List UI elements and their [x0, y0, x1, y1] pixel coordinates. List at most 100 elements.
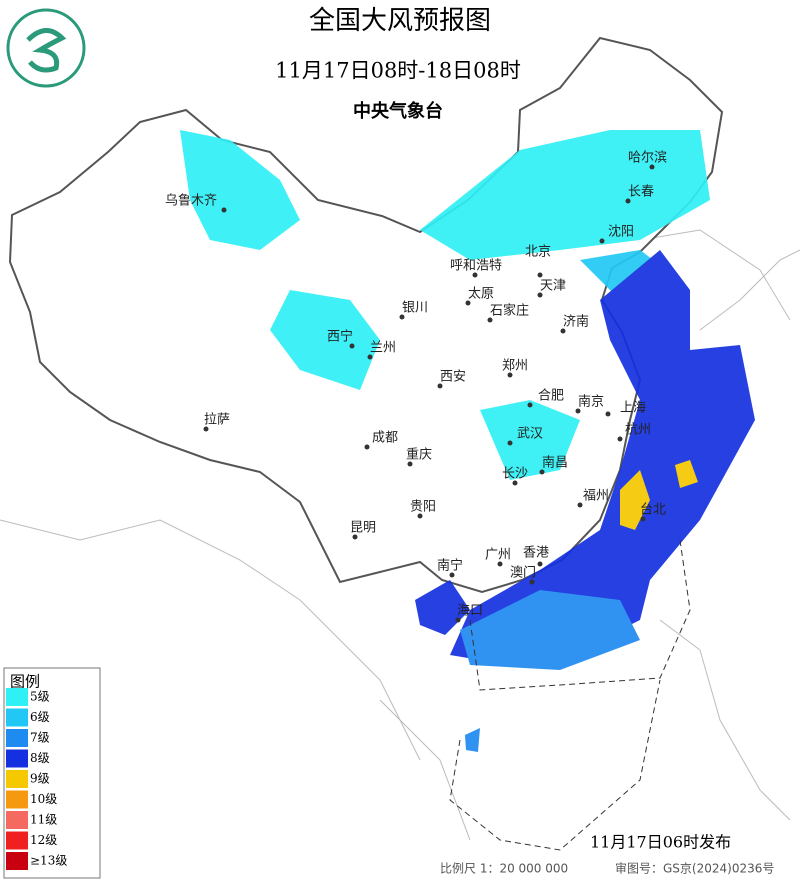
- city-label: 杭州: [625, 423, 651, 438]
- south-china-sea-border: [449, 539, 691, 851]
- city-dot: [367, 354, 373, 360]
- city-label: 香港: [523, 546, 549, 561]
- city-label: 台北: [640, 503, 666, 518]
- city-dot: [203, 426, 209, 432]
- city-dot: [497, 561, 503, 567]
- city-label: 澳门: [510, 565, 536, 581]
- city-label: 西宁: [327, 329, 353, 345]
- logo: [6, 8, 86, 88]
- legend-swatch: [6, 688, 28, 706]
- legend-label: 10级: [30, 792, 57, 806]
- legend-swatch: [6, 831, 28, 850]
- city-label: 昆明: [350, 521, 376, 536]
- legend-label: 11级: [30, 813, 57, 827]
- city-label: 广州: [485, 548, 511, 563]
- city-label: 贵阳: [410, 500, 436, 515]
- city-label: 南宁: [437, 558, 463, 574]
- city-dot: [577, 502, 583, 508]
- city-label: 沈阳: [608, 225, 634, 240]
- city-dot: [575, 408, 581, 414]
- city-dot: [537, 561, 543, 567]
- legend-swatch: [6, 811, 28, 829]
- city-label: 哈尔滨: [628, 150, 667, 166]
- city-label: 南昌: [542, 455, 568, 471]
- city-dot: [455, 617, 461, 623]
- city-label: 银川: [402, 301, 428, 316]
- city-label: 拉萨: [204, 413, 230, 428]
- city-label: 福州: [583, 489, 609, 504]
- legend-swatch: [6, 729, 28, 747]
- city-label: 北京: [525, 245, 551, 260]
- city-dot: [449, 572, 455, 578]
- city-dot: [221, 207, 227, 213]
- city-dot: [560, 328, 566, 334]
- issued: 11月17日06时发布: [590, 833, 731, 852]
- scale: 比例尺 1：20 000 000: [440, 862, 568, 876]
- city-label: 成都: [372, 431, 398, 446]
- legend-swatch: [6, 790, 28, 809]
- legend: 图例 5级 6级 7级 8级 9级 10级 11级 12级 ≥13级: [3, 667, 101, 879]
- city-dot: [537, 292, 543, 298]
- city-dot: [465, 300, 471, 306]
- city-dot: [537, 272, 543, 278]
- city-dot: [539, 469, 545, 475]
- legend-swatch: [6, 852, 28, 870]
- city-dot: [605, 411, 611, 417]
- legend-label: 9级: [30, 772, 50, 786]
- city-dot: [512, 480, 518, 486]
- city-label: 兰州: [370, 341, 396, 356]
- approval: 审图号：GS京(2024)0236号: [615, 861, 774, 876]
- city-label: 合肥: [538, 389, 564, 404]
- city-label: 济南: [563, 314, 589, 330]
- city-label: 长沙: [502, 467, 528, 482]
- city-dot: [640, 516, 646, 522]
- legend-swatch: [6, 749, 28, 768]
- city-label: 上海: [620, 401, 646, 416]
- legend-label: ≥13级: [30, 854, 67, 868]
- city-dot: [349, 343, 355, 349]
- legend-label: 7级: [30, 731, 50, 745]
- legend-label: 6级: [30, 710, 50, 724]
- legend-label: 5级: [30, 690, 50, 704]
- city-label: 武汉: [517, 427, 543, 442]
- wind-areas: [180, 130, 755, 752]
- title: 全国大风预报图: [309, 6, 491, 36]
- city-label: 西安: [440, 370, 466, 385]
- city-dot: [527, 402, 533, 408]
- city-dot: [625, 198, 631, 204]
- city-label: 天津: [540, 279, 566, 294]
- city-dot: [649, 164, 655, 170]
- city-label: 石家庄: [490, 303, 529, 319]
- city-dot: [364, 444, 370, 450]
- city-dot: [487, 317, 493, 323]
- city-dot: [437, 383, 443, 389]
- legend-label: 8级: [30, 751, 50, 765]
- legend-swatch: [6, 708, 28, 727]
- legend-label: 12级: [30, 833, 57, 847]
- agency: 中央气象台: [353, 100, 443, 122]
- city-dot: [507, 440, 513, 446]
- city-label: 重庆: [406, 447, 432, 463]
- city-label: 乌鲁木齐: [165, 193, 217, 209]
- city-dot: [617, 436, 623, 442]
- city-dot: [352, 534, 358, 540]
- city-dot: [599, 238, 605, 244]
- legend-swatch: [6, 770, 28, 788]
- city-dot: [399, 314, 405, 320]
- city-dot: [407, 461, 413, 467]
- city-label: 呼和浩特: [450, 259, 502, 274]
- city-dot: [472, 272, 478, 278]
- neighbors: [0, 229, 801, 841]
- city-label: 南京: [578, 394, 604, 410]
- city-label: 太原: [468, 287, 494, 302]
- city-label: 海口: [457, 604, 483, 619]
- city-label: 郑州: [502, 359, 528, 374]
- legend-title: 图例: [10, 673, 40, 691]
- period: 11月17日08时-18日08时: [275, 59, 521, 83]
- city-dot: [417, 513, 423, 519]
- city-dot: [529, 579, 535, 585]
- city-dot: [507, 372, 513, 378]
- city-label: 长春: [628, 185, 654, 200]
